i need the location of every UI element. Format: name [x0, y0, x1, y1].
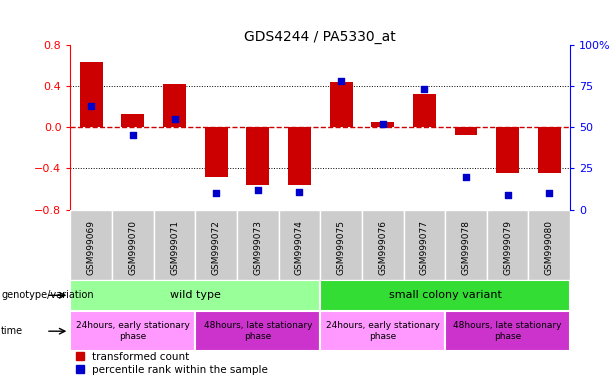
FancyBboxPatch shape — [320, 280, 570, 311]
Text: GSM999078: GSM999078 — [462, 220, 471, 275]
FancyBboxPatch shape — [70, 311, 196, 351]
Text: GSM999069: GSM999069 — [87, 220, 96, 275]
Text: time: time — [1, 326, 23, 336]
Bar — [205, 127, 227, 177]
Bar — [163, 84, 186, 127]
FancyBboxPatch shape — [237, 210, 279, 280]
FancyBboxPatch shape — [70, 280, 320, 311]
Point — [503, 192, 512, 198]
Point — [170, 116, 180, 122]
Text: GSM999071: GSM999071 — [170, 220, 179, 275]
FancyBboxPatch shape — [154, 210, 196, 280]
Point — [378, 121, 387, 127]
FancyBboxPatch shape — [70, 210, 112, 280]
Text: GSM999075: GSM999075 — [337, 220, 346, 275]
FancyBboxPatch shape — [445, 311, 570, 351]
Text: wild type: wild type — [170, 290, 221, 300]
Text: 24hours, early stationary
phase: 24hours, early stationary phase — [76, 321, 190, 341]
Legend: transformed count, percentile rank within the sample: transformed count, percentile rank withi… — [75, 352, 268, 375]
Point — [336, 78, 346, 84]
FancyBboxPatch shape — [528, 210, 570, 280]
Text: 48hours, late stationary
phase: 48hours, late stationary phase — [204, 321, 312, 341]
Text: GSM999074: GSM999074 — [295, 220, 304, 275]
FancyBboxPatch shape — [320, 210, 362, 280]
Text: GSM999079: GSM999079 — [503, 220, 512, 275]
Text: 48hours, late stationary
phase: 48hours, late stationary phase — [454, 321, 562, 341]
Text: GSM999077: GSM999077 — [420, 220, 429, 275]
Bar — [330, 82, 352, 127]
FancyBboxPatch shape — [196, 210, 237, 280]
FancyBboxPatch shape — [279, 210, 320, 280]
Bar — [538, 127, 561, 172]
FancyBboxPatch shape — [445, 210, 487, 280]
Text: genotype/variation: genotype/variation — [1, 290, 94, 300]
Text: GSM999076: GSM999076 — [378, 220, 387, 275]
FancyBboxPatch shape — [112, 210, 154, 280]
Point — [253, 187, 263, 193]
FancyBboxPatch shape — [487, 210, 528, 280]
Bar — [288, 127, 311, 185]
Bar — [496, 127, 519, 172]
Text: 24hours, early stationary
phase: 24hours, early stationary phase — [326, 321, 440, 341]
FancyBboxPatch shape — [196, 311, 320, 351]
Bar — [246, 127, 269, 185]
Point — [419, 86, 429, 92]
Point — [544, 190, 554, 196]
Bar — [455, 127, 478, 136]
Point — [86, 103, 96, 109]
Bar — [413, 94, 436, 127]
Point — [211, 190, 221, 196]
Bar — [80, 62, 103, 127]
Bar — [371, 122, 394, 127]
Point — [461, 174, 471, 180]
Text: small colony variant: small colony variant — [389, 290, 501, 300]
FancyBboxPatch shape — [362, 210, 403, 280]
Title: GDS4244 / PA5330_at: GDS4244 / PA5330_at — [245, 30, 396, 43]
Point — [128, 132, 138, 139]
FancyBboxPatch shape — [320, 311, 445, 351]
Text: GSM999070: GSM999070 — [129, 220, 137, 275]
Text: GSM999073: GSM999073 — [253, 220, 262, 275]
Point — [295, 189, 305, 195]
FancyBboxPatch shape — [403, 210, 445, 280]
Bar — [121, 114, 145, 127]
Text: GSM999072: GSM999072 — [211, 220, 221, 275]
Text: GSM999080: GSM999080 — [545, 220, 554, 275]
